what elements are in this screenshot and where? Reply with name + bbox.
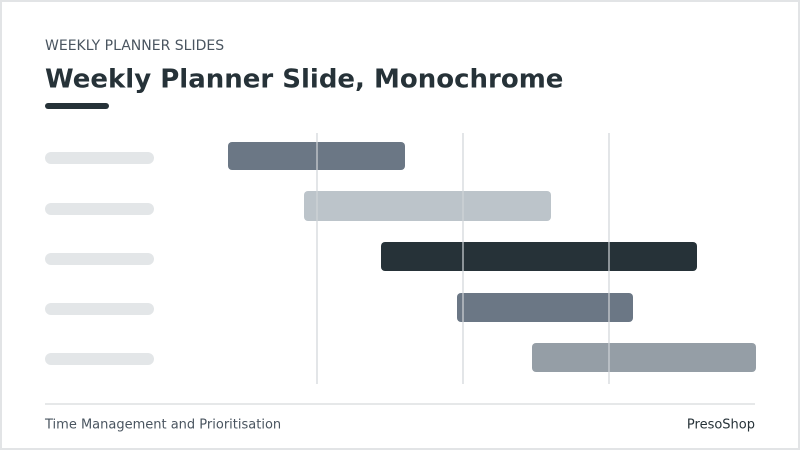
kicker: WEEKLY PLANNER SLIDES — [45, 38, 224, 54]
timeline-bar — [381, 242, 697, 271]
row-placeholder — [45, 152, 154, 164]
row-placeholders — [45, 152, 154, 365]
row-placeholder — [45, 353, 154, 365]
row-placeholder — [45, 303, 154, 315]
row-placeholder — [45, 203, 154, 215]
timeline-bar — [532, 343, 756, 372]
footer-left: Time Management and Prioritisation — [44, 418, 281, 433]
title-underline — [45, 103, 109, 109]
divider-lines — [316, 133, 610, 384]
timeline-bar — [457, 293, 633, 322]
row-placeholder — [45, 253, 154, 265]
footer-right: PresoShop — [687, 418, 755, 433]
title: Weekly Planner Slide, Monochrome — [45, 65, 563, 95]
timeline-bar — [304, 191, 551, 221]
